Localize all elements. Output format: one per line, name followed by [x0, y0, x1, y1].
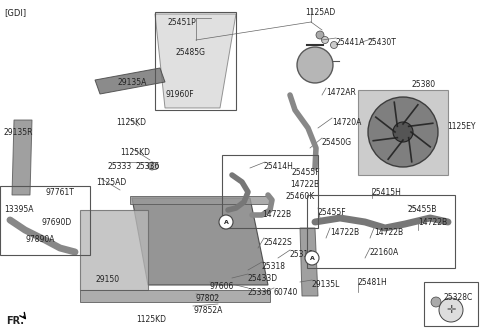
Text: 25336: 25336 [248, 288, 272, 297]
Bar [424, 282, 478, 326]
Text: 25481H: 25481H [358, 278, 388, 287]
Circle shape [316, 31, 324, 39]
Text: 25455F: 25455F [318, 208, 347, 217]
Circle shape [152, 162, 158, 170]
Text: 25380: 25380 [412, 80, 436, 89]
Polygon shape [155, 14, 236, 108]
Text: 25455F: 25455F [292, 168, 321, 177]
Text: 91960F: 91960F [165, 90, 193, 99]
Bar [222, 155, 318, 228]
Text: 25414H: 25414H [264, 162, 294, 171]
Text: 1125KD: 1125KD [136, 315, 166, 324]
Circle shape [431, 297, 441, 307]
Text: 1125AD: 1125AD [96, 178, 126, 187]
Polygon shape [12, 120, 32, 195]
Text: 14720A: 14720A [332, 118, 361, 127]
Text: 97802: 97802 [196, 294, 220, 303]
Text: 14722B: 14722B [374, 228, 403, 237]
Bar [0, 186, 90, 255]
Text: 97890A: 97890A [26, 235, 56, 244]
Text: 29135R: 29135R [4, 128, 34, 137]
Text: 25328C: 25328C [444, 293, 473, 302]
Text: 25455B: 25455B [408, 205, 437, 214]
Text: 97690D: 97690D [42, 218, 72, 227]
Text: 25451P: 25451P [168, 18, 197, 27]
Polygon shape [132, 198, 268, 285]
Bar [358, 90, 448, 175]
Text: 25441A: 25441A [336, 38, 365, 47]
Circle shape [219, 215, 233, 229]
Text: 1472AR: 1472AR [326, 88, 356, 97]
Circle shape [331, 42, 337, 49]
Text: 25433D: 25433D [248, 274, 278, 283]
Text: ✛: ✛ [446, 305, 456, 315]
Text: 13395A: 13395A [4, 205, 34, 214]
Text: 1125EY: 1125EY [447, 122, 476, 131]
Text: 25310: 25310 [290, 250, 314, 259]
Text: 97761T: 97761T [46, 188, 75, 197]
Text: 25336: 25336 [136, 162, 160, 171]
Text: 1125KD: 1125KD [120, 148, 150, 157]
Text: 29135A: 29135A [118, 78, 147, 87]
Text: 29135L: 29135L [312, 280, 340, 289]
Circle shape [393, 122, 413, 142]
Polygon shape [80, 210, 148, 290]
Text: 14722B: 14722B [418, 218, 447, 227]
Text: 25422S: 25422S [264, 238, 293, 247]
Text: A: A [310, 256, 314, 260]
Circle shape [439, 298, 463, 322]
Text: 1125KD: 1125KD [116, 118, 146, 127]
Circle shape [322, 36, 328, 44]
Text: 25415H: 25415H [372, 188, 402, 197]
Text: 22160A: 22160A [370, 248, 399, 257]
Circle shape [148, 162, 156, 170]
Text: 25460K: 25460K [286, 192, 315, 201]
Bar [130, 196, 270, 204]
Circle shape [297, 47, 333, 83]
Text: FR.: FR. [6, 316, 24, 326]
Text: 60740: 60740 [274, 288, 299, 297]
Text: 25333: 25333 [108, 162, 132, 171]
Text: 25430T: 25430T [368, 38, 397, 47]
Text: 14722B: 14722B [262, 210, 291, 219]
Text: 25450G: 25450G [322, 138, 352, 147]
Text: A: A [224, 219, 228, 224]
Text: [GDI]: [GDI] [4, 8, 26, 17]
Text: 97606: 97606 [210, 282, 234, 291]
Text: 14722B: 14722B [290, 180, 319, 189]
Circle shape [368, 97, 438, 167]
Text: 14722B: 14722B [330, 228, 359, 237]
Text: 25318: 25318 [262, 262, 286, 271]
Text: 25485G: 25485G [175, 48, 205, 57]
Text: 1125AD: 1125AD [305, 8, 335, 17]
Text: 97852A: 97852A [193, 306, 222, 315]
Bar [155, 12, 236, 110]
Polygon shape [95, 68, 165, 94]
Circle shape [305, 251, 319, 265]
Bar [80, 290, 270, 302]
Bar [307, 195, 455, 268]
Text: 29150: 29150 [95, 275, 119, 284]
Polygon shape [300, 228, 318, 296]
